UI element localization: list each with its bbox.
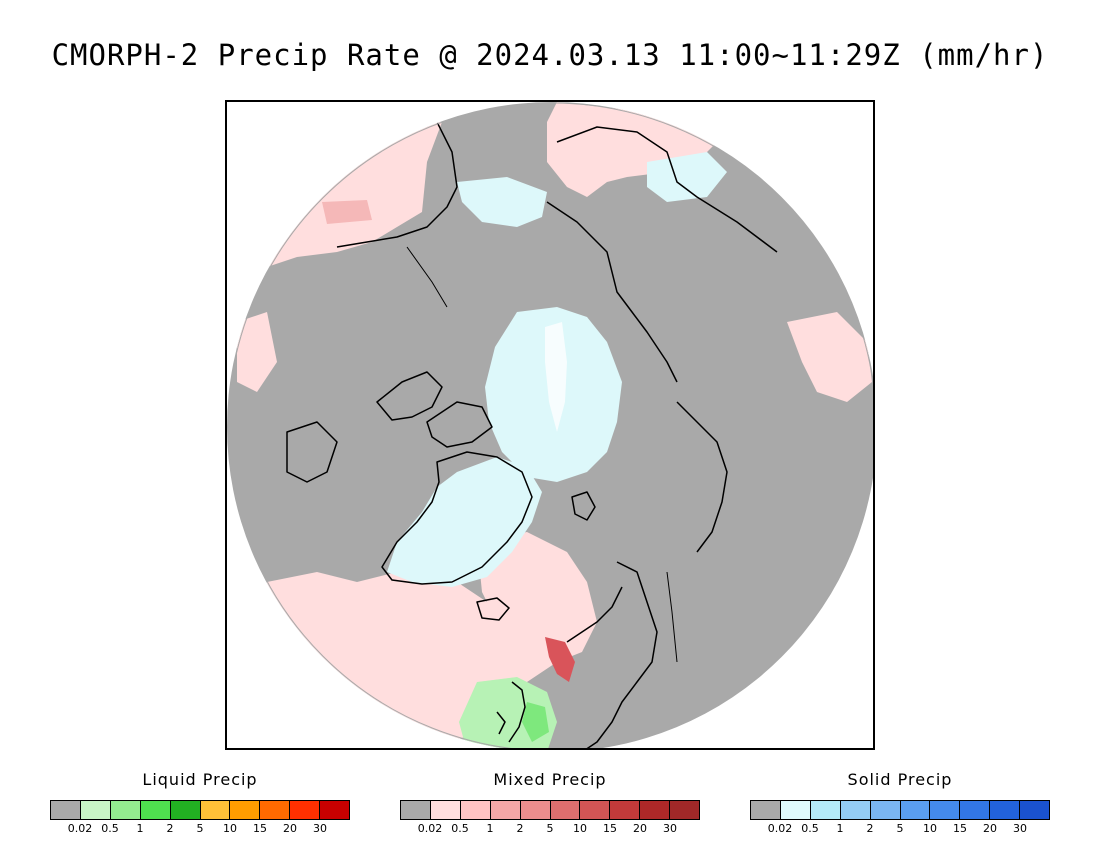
color-scale (400, 800, 700, 820)
legend-tick-label: 15 (253, 822, 267, 835)
polar-precip-map (225, 100, 875, 750)
map-title: CMORPH-2 Precip Rate @ 2024.03.13 11:00~… (51, 38, 1049, 72)
legend-tick-label: 20 (633, 822, 647, 835)
legend-swatch (260, 801, 291, 819)
hemisphere-edge (227, 102, 873, 748)
precip-map-canvas (227, 102, 873, 748)
legend-title: Solid Precip (847, 770, 953, 789)
legend-tick-label: 2 (166, 822, 174, 835)
legend-tick-label: 5 (546, 822, 554, 835)
legend-swatch (430, 801, 461, 819)
tick-labels: 0.02 0.5 1 2 5 10 15 20 30 (400, 822, 700, 835)
legend-tick-label: 1 (136, 822, 144, 835)
tick-labels: 0.02 0.5 1 2 5 10 15 20 30 (50, 822, 350, 835)
solid-precip-legend: Solid Precip 0.02 0.5 1 2 5 10 15 20 30 (750, 770, 1050, 835)
legend-swatch (490, 801, 521, 819)
liquid-precip-legend: Liquid Precip 0.02 0.5 1 2 5 10 15 20 30 (50, 770, 350, 835)
coast-norway (566, 586, 623, 643)
legend-swatch (80, 801, 111, 819)
coast-alaska (336, 121, 458, 248)
color-scale (750, 800, 1050, 820)
legend-swatch (200, 801, 231, 819)
legend-swatch (290, 801, 321, 819)
legend-swatch (810, 801, 841, 819)
legend-tick-label: 15 (603, 822, 617, 835)
border-alaska-canada (406, 246, 448, 308)
legend-swatch (110, 801, 141, 819)
legend-tick-label: 30 (663, 822, 677, 835)
legend-swatch (610, 801, 641, 819)
legend-tick-label: 0.5 (451, 822, 469, 835)
legend-swatch (550, 801, 581, 819)
legend-title: Mixed Precip (493, 770, 607, 789)
legend-tick-label: 10 (573, 822, 587, 835)
legend-swatch (990, 801, 1021, 819)
legend-swatch (780, 801, 811, 819)
legend-tick-label: 0.02 (417, 822, 443, 835)
tick-labels: 0.02 0.5 1 2 5 10 15 20 30 (750, 822, 1050, 835)
solid-precip-chukchi (457, 177, 547, 227)
legend-swatch (900, 801, 931, 819)
legend-tick-label: 20 (283, 822, 297, 835)
legend-swatch (140, 801, 171, 819)
legend-swatch (670, 801, 700, 819)
coast-canadian-archipelago (376, 371, 493, 448)
legend-swatch (520, 801, 551, 819)
legend-title: Liquid Precip (142, 770, 258, 789)
mixed-precip-norwegian-sea (477, 532, 597, 662)
legend-tick-label: 30 (1013, 822, 1027, 835)
legend-tick-label: 2 (866, 822, 874, 835)
legend-swatch (930, 801, 961, 819)
legend-tick-label: 20 (983, 822, 997, 835)
legend-tick-label: 1 (836, 822, 844, 835)
coast-scandinavia (581, 561, 658, 748)
legend-swatch (230, 801, 261, 819)
legend-tick-label: 5 (196, 822, 204, 835)
border-finland-russia (666, 571, 678, 663)
legend-swatch (751, 801, 781, 819)
legend-tick-label: 15 (953, 822, 967, 835)
borders (406, 246, 678, 663)
coast-svalbard (571, 491, 596, 521)
legend-swatch (320, 801, 350, 819)
legend-swatch (460, 801, 491, 819)
legend-swatch (580, 801, 611, 819)
coast-siberia (546, 201, 678, 383)
solid-precip-east-siberia (647, 152, 727, 202)
legend-swatch (870, 801, 901, 819)
coast-east-siberia (556, 126, 778, 253)
mixed-precip-legend: Mixed Precip 0.02 0.5 1 2 5 10 15 20 30 (400, 770, 700, 835)
legend-swatch (51, 801, 81, 819)
mixed-precip-norway-heavy (545, 637, 575, 682)
legend-tick-label: 1 (486, 822, 494, 835)
legend-tick-label: 5 (896, 822, 904, 835)
legend-swatch (960, 801, 991, 819)
mixed-precip-west (237, 312, 277, 392)
coast-hudson-bay (286, 421, 338, 483)
coast-greenland (381, 451, 533, 585)
legend-swatch (1020, 801, 1050, 819)
legend-tick-label: 0.02 (67, 822, 93, 835)
legend-swatch (170, 801, 201, 819)
legend-tick-label: 30 (313, 822, 327, 835)
solid-precip-north-pole-snow (545, 322, 567, 432)
coast-east-russia (676, 401, 728, 553)
color-scale (50, 800, 350, 820)
legend-swatch (401, 801, 431, 819)
coastlines (286, 121, 778, 748)
legend-swatch (640, 801, 671, 819)
legend-tick-label: 10 (223, 822, 237, 835)
mixed-precip-pacific-heavy (322, 200, 372, 224)
legend-tick-label: 0.5 (801, 822, 819, 835)
legend-tick-label: 2 (516, 822, 524, 835)
legend-swatch (840, 801, 871, 819)
legend-tick-label: 0.5 (101, 822, 119, 835)
legend-tick-label: 10 (923, 822, 937, 835)
coast-uk (496, 681, 526, 743)
solid-precip-greenland (387, 457, 542, 587)
liquid-precip-uk-medium (522, 702, 549, 742)
mixed-precip-east (787, 312, 872, 402)
coast-iceland (476, 597, 510, 621)
legend-tick-label: 0.02 (767, 822, 793, 835)
